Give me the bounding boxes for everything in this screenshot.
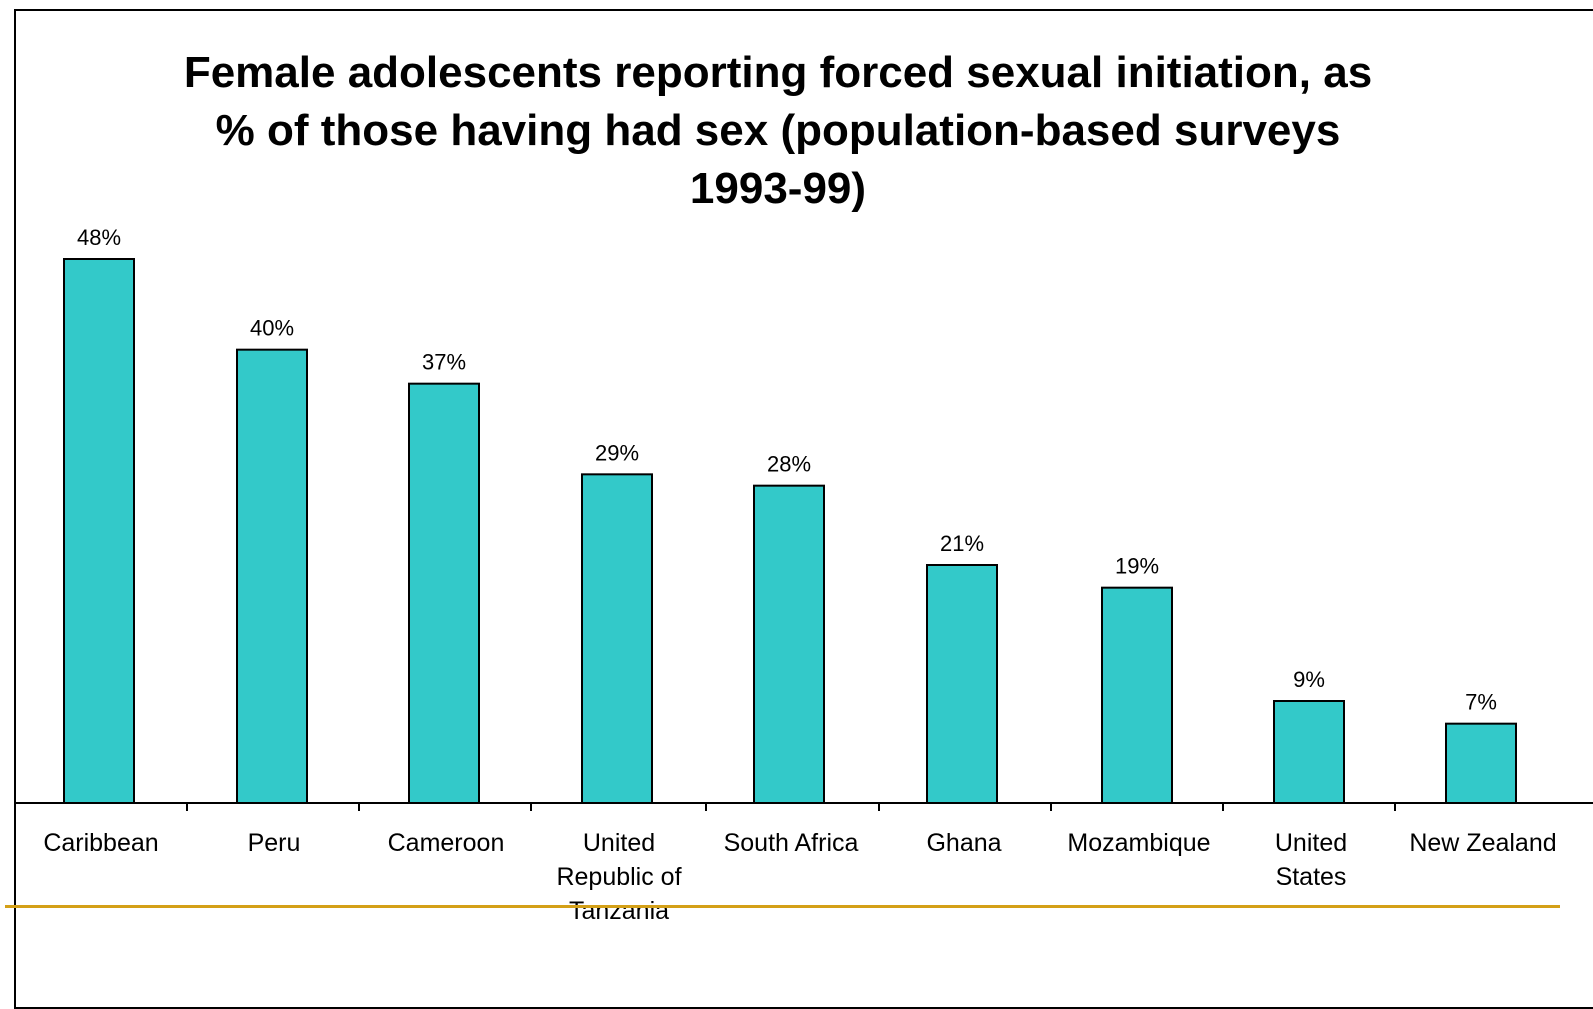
category-label: United (1275, 829, 1347, 857)
bar-chart: 48%40%37%29% 28%21%19%9%7% Caribbean Peru C… (14, 225, 1593, 925)
data-label: 48% (77, 225, 121, 250)
category-labels-layer: Caribbean Peru Cameroon United Republic of Ta… (43, 829, 1556, 925)
data-label: 37% (422, 350, 466, 375)
data-label: 21% (940, 531, 984, 556)
bar (236, 348, 308, 804)
category-label: Mozambique (1067, 829, 1210, 857)
category-label: New Zealand (1409, 829, 1556, 857)
data-label: 7% (1465, 690, 1497, 715)
category-label: Caribbean (43, 829, 158, 857)
bar (1101, 586, 1173, 805)
category-label: Ghana (926, 829, 1001, 857)
category-label: Peru (248, 829, 301, 857)
bar (408, 382, 480, 804)
data-labels-layer: 48% 40% 37% 29% 28% 21% 19% 9% 7% (77, 225, 1497, 715)
bar (753, 484, 825, 804)
data-label: 9% (1293, 667, 1325, 692)
category-label: Tanzania (569, 897, 669, 925)
data-label: 28% (767, 452, 811, 477)
bar (926, 564, 998, 804)
category-label: Republic of (556, 863, 681, 891)
bar (581, 473, 653, 804)
bar (63, 258, 135, 804)
footer-rule (5, 905, 1560, 908)
x-axis (14, 802, 1593, 811)
category-label: States (1276, 863, 1347, 891)
data-label: 19% (1115, 554, 1159, 579)
category-label: United (583, 829, 655, 857)
category-label: Cameroon (388, 829, 505, 857)
chart-title: Female adolescents reporting forced sexu… (183, 48, 1373, 213)
data-label: 40% (250, 316, 294, 341)
bar (1273, 700, 1345, 804)
data-label: 29% (595, 440, 639, 465)
category-label: South Africa (724, 829, 859, 857)
bar (1445, 722, 1517, 805)
